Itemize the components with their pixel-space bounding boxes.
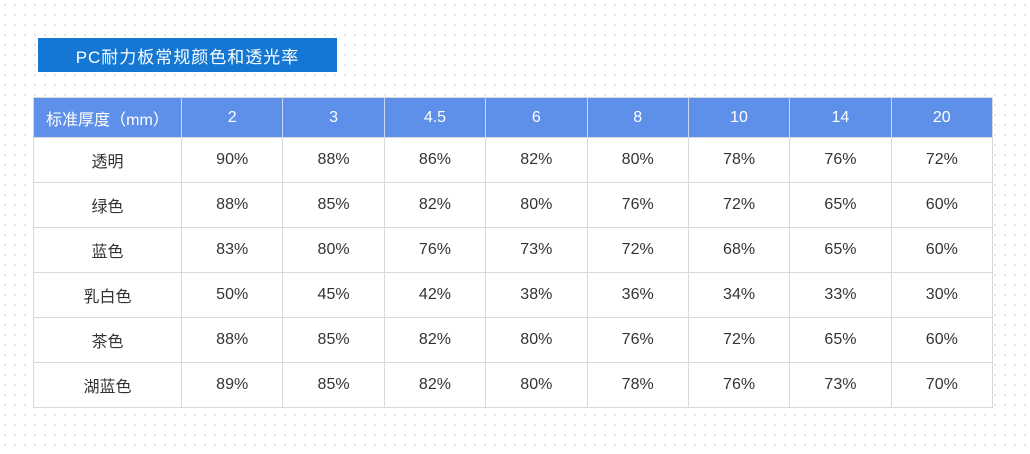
row-label: 蓝色 [34, 228, 182, 273]
col-header: 20 [891, 98, 993, 138]
table-cell: 85% [283, 363, 385, 408]
col-header: 4.5 [384, 98, 487, 138]
table-cell: 76% [688, 363, 791, 408]
col-header: 3 [283, 98, 385, 138]
table-row: 蓝色 83% 80% 76% 73% 72% 68% 65% 60% [34, 228, 993, 273]
row-label: 绿色 [34, 183, 182, 228]
title-banner: PC耐力板常规颜色和透光率 [38, 38, 337, 72]
table-cell: 76% [790, 138, 892, 183]
table-cell: 36% [587, 273, 689, 318]
col-header: 10 [688, 98, 791, 138]
page-title: PC耐力板常规颜色和透光率 [75, 47, 300, 67]
table-row: 乳白色 50% 45% 42% 38% 36% 34% 33% 30% [34, 273, 993, 318]
table-cell: 65% [790, 318, 892, 363]
table-cell: 65% [790, 183, 892, 228]
table-cell: 72% [891, 138, 993, 183]
table-row: 透明 90% 88% 86% 82% 80% 78% 76% 72% [34, 138, 993, 183]
table-cell: 76% [587, 183, 689, 228]
table-cell: 88% [182, 183, 284, 228]
table-cell: 42% [384, 273, 487, 318]
table-cell: 82% [384, 183, 487, 228]
table-cell: 72% [587, 228, 689, 273]
table-cell: 60% [891, 318, 993, 363]
row-label: 湖蓝色 [34, 363, 182, 408]
table-cell: 45% [283, 273, 385, 318]
table-cell: 80% [486, 318, 588, 363]
table-cell: 76% [384, 228, 487, 273]
table-cell: 82% [384, 318, 487, 363]
transmittance-table: 标准厚度（mm） 2 3 4.5 6 8 10 14 20 透明 90% 88%… [33, 97, 993, 408]
col-header: 14 [790, 98, 892, 138]
table-cell: 80% [486, 183, 588, 228]
col-header: 8 [587, 98, 689, 138]
table-cell: 30% [891, 273, 993, 318]
table-cell: 82% [486, 138, 588, 183]
table-cell: 70% [891, 363, 993, 408]
table-row: 绿色 88% 85% 82% 80% 76% 72% 65% 60% [34, 183, 993, 228]
table-cell: 85% [283, 183, 385, 228]
table-cell: 38% [486, 273, 588, 318]
row-label: 乳白色 [34, 273, 182, 318]
table-cell: 65% [790, 228, 892, 273]
table-cell: 90% [182, 138, 284, 183]
table-row: 湖蓝色 89% 85% 82% 80% 78% 76% 73% 70% [34, 363, 993, 408]
table-cell: 76% [587, 318, 689, 363]
table-cell: 82% [384, 363, 487, 408]
table-cell: 78% [688, 138, 791, 183]
table-cell: 60% [891, 183, 993, 228]
table-cell: 50% [182, 273, 284, 318]
table-cell: 68% [688, 228, 791, 273]
table-cell: 34% [688, 273, 791, 318]
table-cell: 83% [182, 228, 284, 273]
table-cell: 78% [587, 363, 689, 408]
table-cell: 80% [486, 363, 588, 408]
table-header-row: 标准厚度（mm） 2 3 4.5 6 8 10 14 20 [34, 98, 993, 138]
table-cell: 33% [790, 273, 892, 318]
table-cell: 80% [283, 228, 385, 273]
table-cell: 72% [688, 183, 791, 228]
table-cell: 72% [688, 318, 791, 363]
table-cell: 88% [283, 138, 385, 183]
table-row: 茶色 88% 85% 82% 80% 76% 72% 65% 60% [34, 318, 993, 363]
table-cell: 80% [587, 138, 689, 183]
table-cell: 86% [384, 138, 487, 183]
table-cell: 73% [486, 228, 588, 273]
table-cell: 89% [182, 363, 284, 408]
col-header: 6 [486, 98, 588, 138]
table-cell: 88% [182, 318, 284, 363]
col-header-thickness: 标准厚度（mm） [34, 98, 182, 138]
table-cell: 60% [891, 228, 993, 273]
col-header: 2 [182, 98, 284, 138]
table-cell: 85% [283, 318, 385, 363]
table-cell: 73% [790, 363, 892, 408]
row-label: 茶色 [34, 318, 182, 363]
row-label: 透明 [34, 138, 182, 183]
